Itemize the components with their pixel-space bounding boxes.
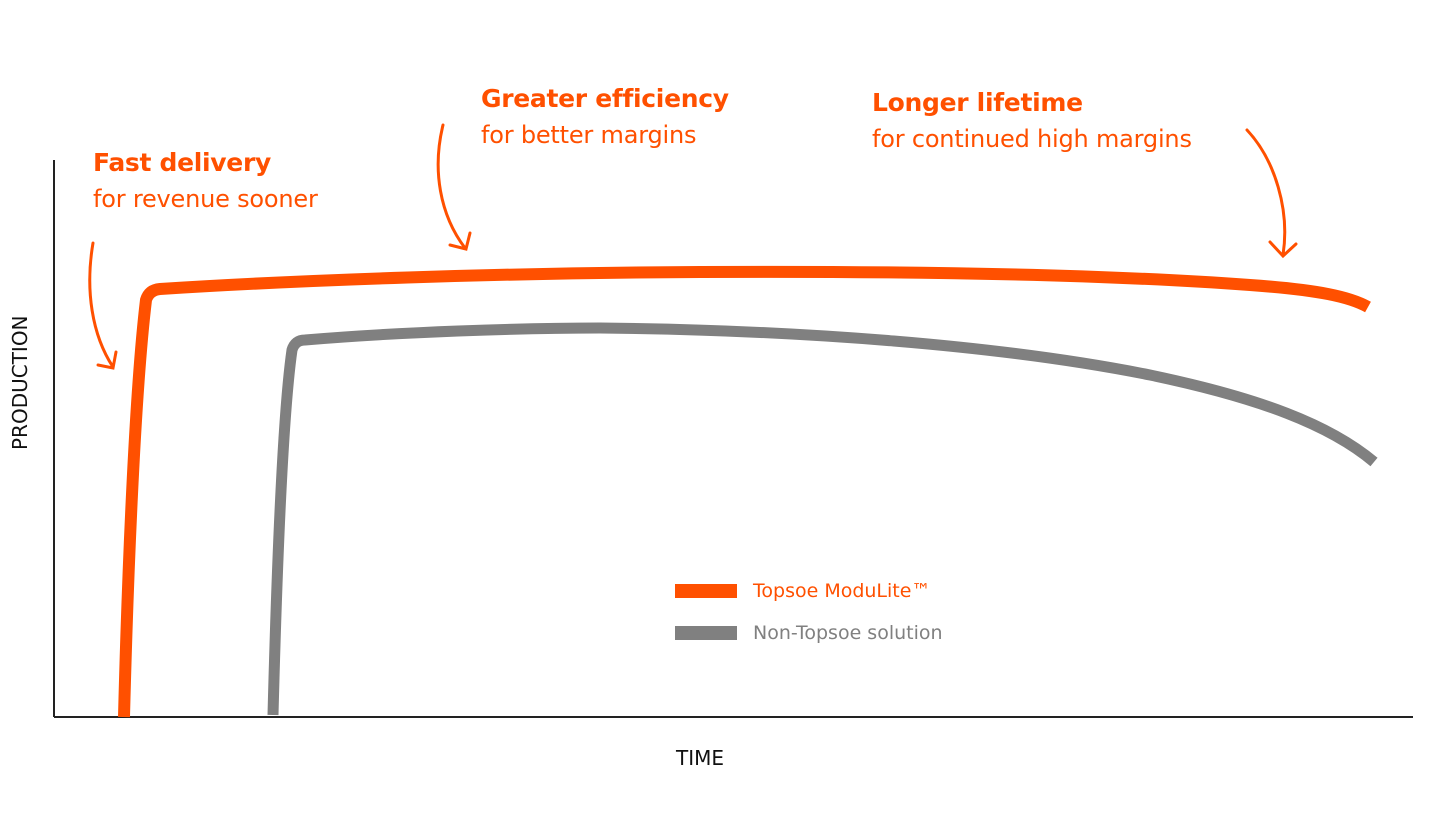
annotation-title: Greater efficiency — [481, 84, 729, 113]
arrow-icon-longer-lifetime — [1245, 128, 1298, 259]
arrow-icon-fast-delivery — [88, 241, 118, 370]
annotation-title: Fast delivery — [93, 148, 271, 177]
legend-item-topsoe: Topsoe ModuLite™ — [675, 580, 930, 602]
series-line-non-topsoe — [267, 322, 1378, 716]
x-axis-label: TIME — [676, 746, 725, 770]
annotation-greater-efficiency: Greater efficiency for better margins — [481, 84, 729, 149]
legend-item-non-topsoe: Non-Topsoe solution — [675, 622, 943, 644]
annotation-subtitle: for better margins — [481, 121, 697, 149]
annotation-longer-lifetime: Longer lifetime for continued high margi… — [872, 88, 1192, 153]
legend-label: Non-Topsoe solution — [753, 622, 943, 644]
legend-label: Topsoe ModuLite™ — [753, 580, 931, 602]
legend-swatch — [675, 584, 737, 598]
legend-swatch — [675, 626, 737, 640]
annotation-title: Longer lifetime — [872, 88, 1083, 117]
annotation-subtitle: for continued high margins — [872, 125, 1192, 153]
annotation-fast-delivery: Fast delivery for revenue sooner — [93, 148, 318, 213]
series-line-topsoe-modulite — [118, 265, 1371, 718]
annotation-subtitle: for revenue sooner — [93, 185, 318, 213]
y-axis-label: PRODUCTION — [8, 315, 32, 450]
arrow-icon-greater-efficiency — [436, 123, 472, 251]
